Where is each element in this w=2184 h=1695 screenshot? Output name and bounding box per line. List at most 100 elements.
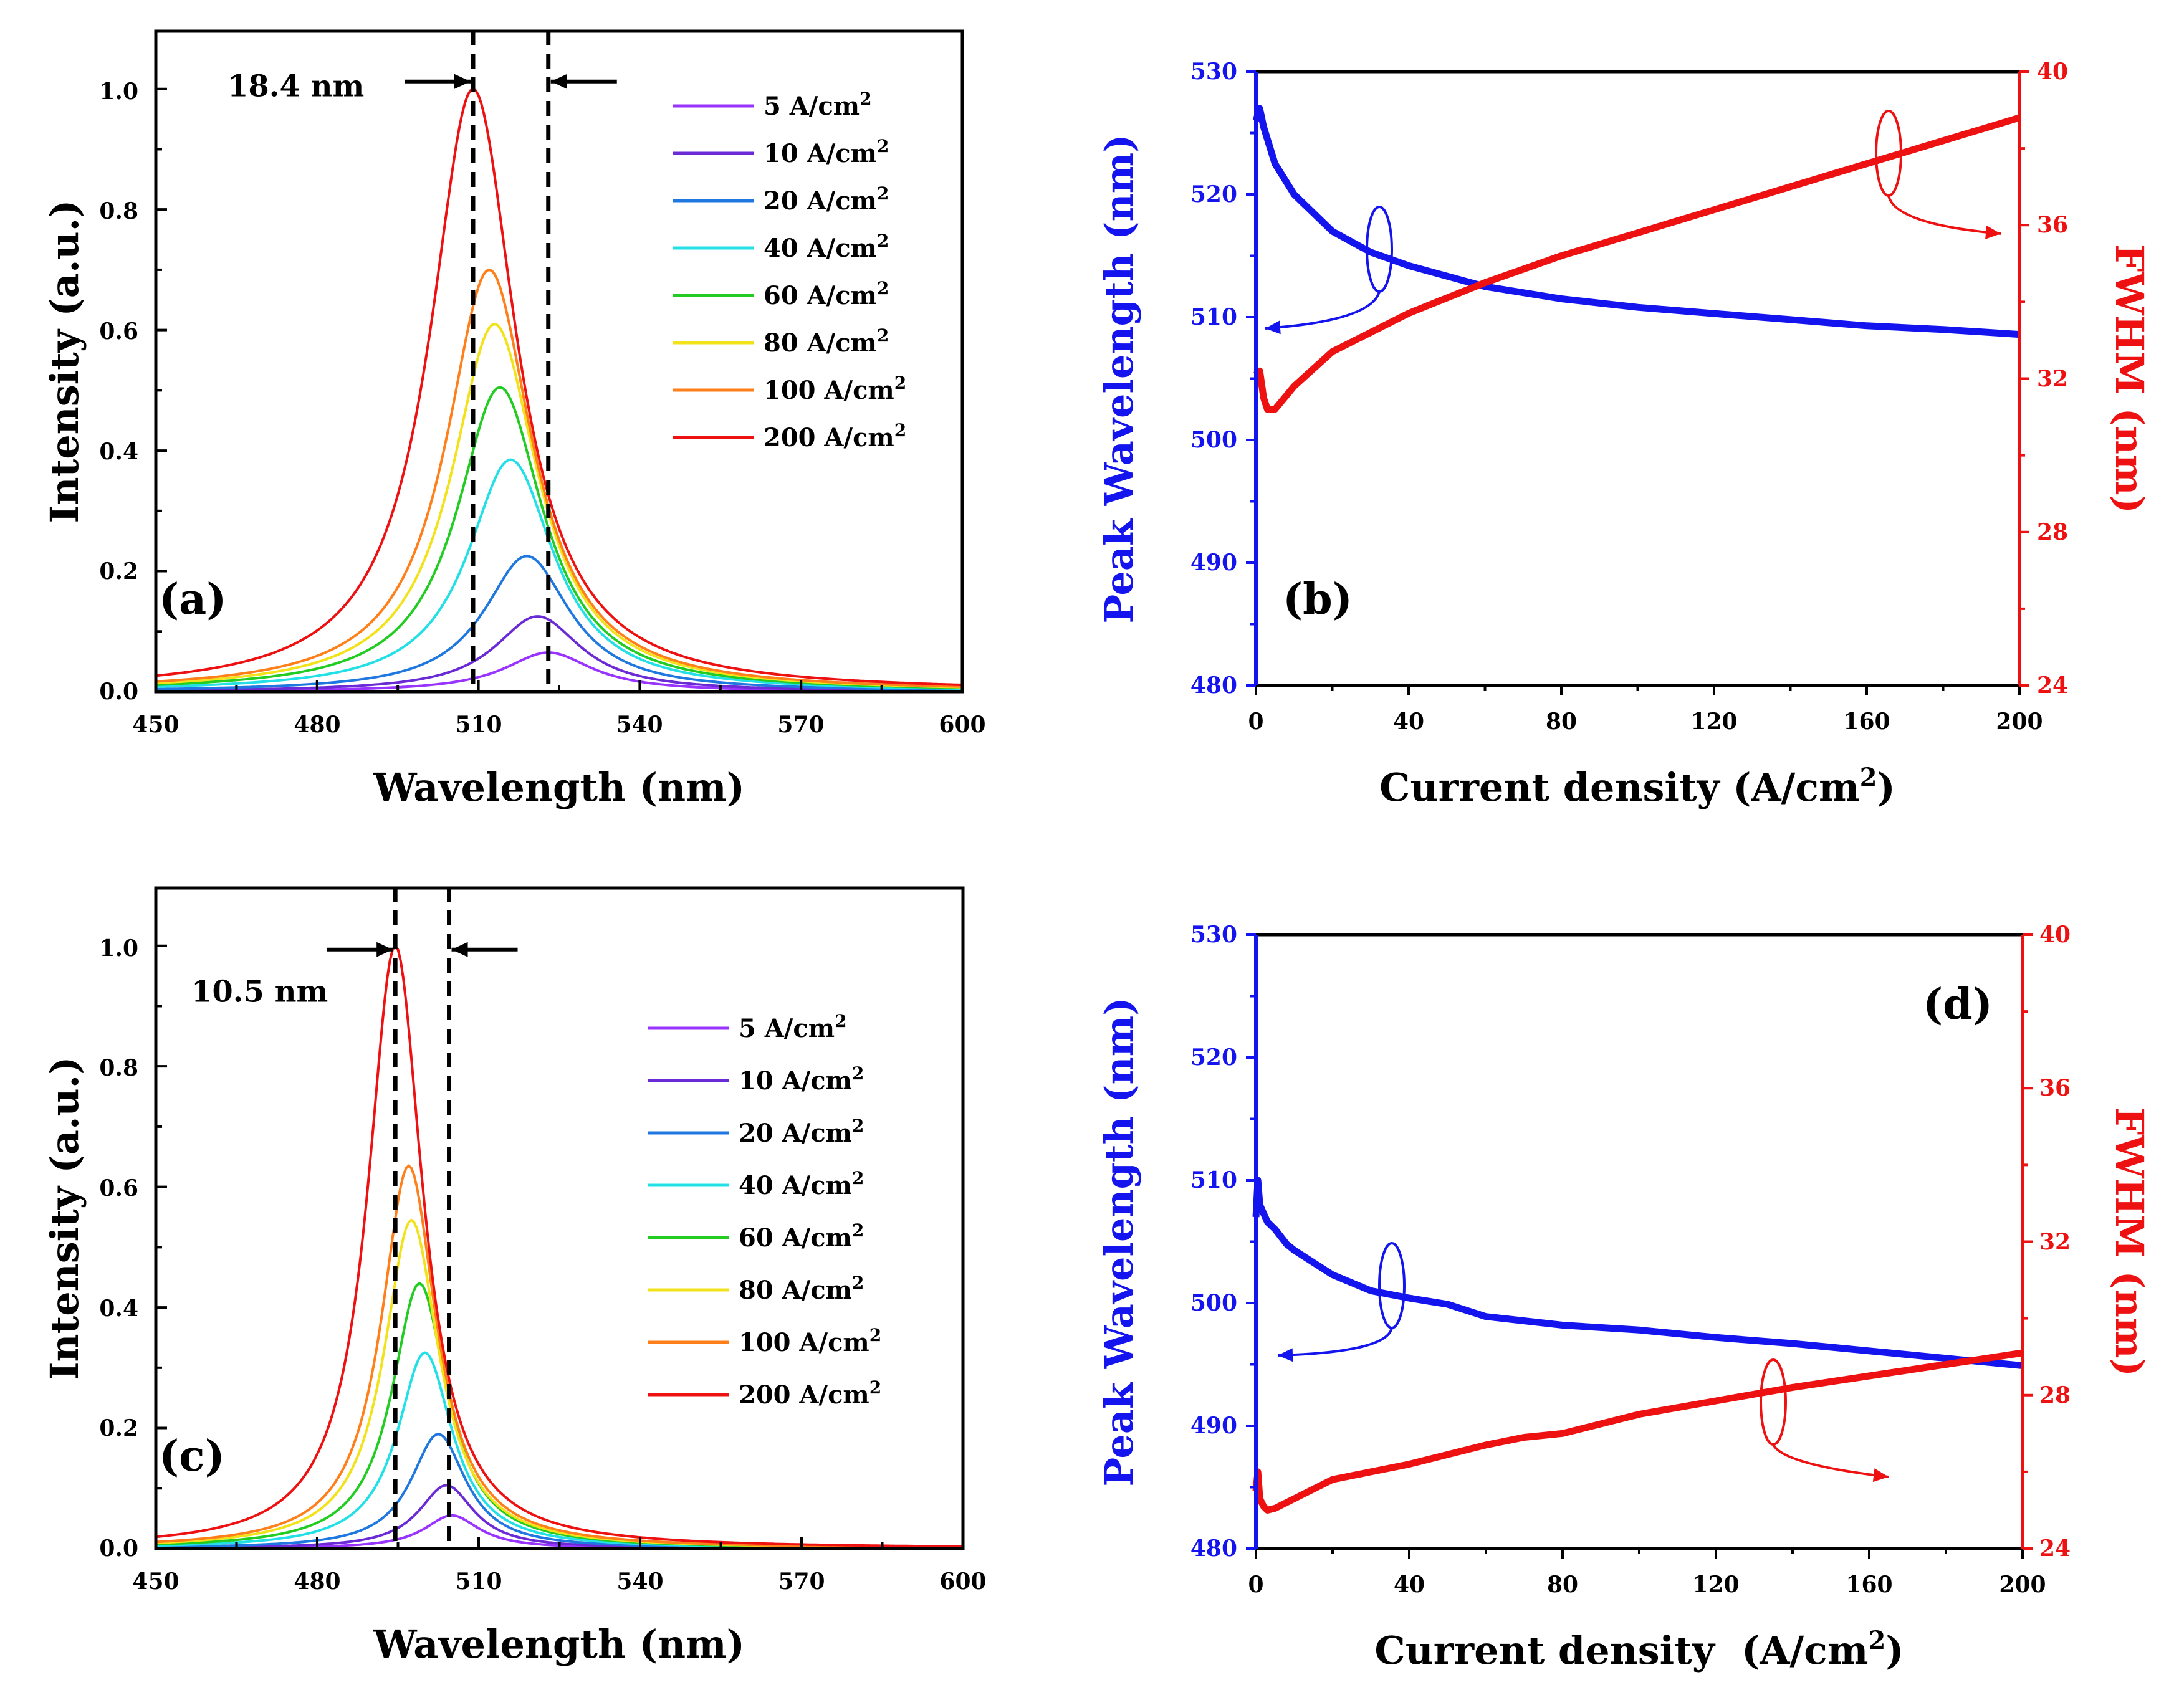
legend-label: 60 A/cm2 — [764, 278, 889, 310]
legend-label: 10 A/cm2 — [739, 1063, 864, 1096]
y-tick-label: 530 — [1190, 59, 1237, 85]
y-tick-label: 490 — [1190, 1413, 1237, 1439]
x-tick-label: 80 — [1547, 1572, 1578, 1598]
legend-label: 40 A/cm2 — [739, 1168, 864, 1200]
y-tick-label: 520 — [1190, 181, 1237, 208]
y2-tick-label: 24 — [2037, 672, 2068, 699]
y-tick-label: 0.4 — [99, 1296, 138, 1322]
series-indicator-ellipse — [1378, 1242, 1406, 1329]
legend-label: 10 A/cm2 — [764, 136, 889, 168]
y2-tick-label: 40 — [2037, 59, 2068, 85]
indicator-arrow — [1887, 195, 2001, 235]
x-tick-label: 160 — [1846, 1572, 1892, 1598]
series-line — [155, 1282, 963, 1549]
x-tick-label: 600 — [939, 1568, 986, 1595]
y-axis-label: Intensity (a.u.) — [42, 199, 87, 523]
arrow-head — [376, 942, 393, 957]
panel-label: (d) — [1923, 980, 1993, 1029]
x-axis-label: Current density (A/cm2) — [1379, 763, 1895, 810]
x-tick-label: 600 — [939, 712, 985, 738]
legend-label: 80 A/cm2 — [764, 325, 889, 358]
panel-c: 5 A/cm2 10 A/cm2 20 A/cm2 40 A/cm2 60 A/cm2 8… — [42, 886, 987, 1667]
legend-label: 20 A/cm2 — [739, 1115, 864, 1148]
y2-tick-label: 32 — [2037, 366, 2068, 392]
x-tick-label: 450 — [132, 712, 179, 738]
legend-label: 80 A/cm2 — [739, 1272, 864, 1305]
y-axis-label: Peak Wavelength (nm) — [1096, 134, 1142, 623]
x-tick-label: 200 — [1999, 1572, 2046, 1598]
panel-label: (c) — [159, 1431, 225, 1481]
x-tick-label: 570 — [777, 712, 824, 738]
series-line — [156, 555, 962, 691]
series-line — [155, 87, 963, 686]
legend-label: 5 A/cm2 — [739, 1011, 847, 1043]
x-tick-label: 480 — [294, 1568, 340, 1595]
peak-wavelength-line — [1252, 105, 2020, 338]
legend-label: 200 A/cm2 — [739, 1377, 881, 1410]
arrow-head — [1265, 320, 1281, 335]
y-tick-label: 0.4 — [99, 439, 138, 465]
x-tick-label: 480 — [294, 712, 340, 738]
y-tick-label: 0.8 — [99, 198, 138, 224]
fwhm-annotation: 10.5 nm — [191, 975, 328, 1010]
arrow-head — [1872, 1468, 1889, 1483]
y-tick-label: 510 — [1190, 1167, 1237, 1193]
series-line — [155, 615, 962, 692]
legend-label: 60 A/cm2 — [739, 1220, 864, 1253]
x-tick-label: 200 — [1996, 709, 2043, 735]
x-tick-label: 510 — [455, 712, 502, 738]
x-tick-label: 450 — [132, 1568, 179, 1595]
legend-label: 200 A/cm2 — [764, 420, 906, 452]
legend-label: 40 A/cm2 — [764, 231, 889, 263]
y-tick-label: 480 — [1190, 1535, 1237, 1562]
legend-label: 100 A/cm2 — [764, 373, 906, 405]
y-tick-label: 500 — [1190, 427, 1237, 453]
y-axis-label: Peak Wavelength (nm) — [1096, 997, 1142, 1486]
peak-wavelength-line — [1252, 1177, 2023, 1369]
indicator-arrow — [1772, 1443, 1889, 1478]
x-tick-label: 0 — [1248, 709, 1263, 735]
panel-a: 5 A/cm2 10 A/cm2 20 A/cm2 40 A/cm2 60 A/cm2 8… — [42, 29, 986, 810]
y2-axis-label: FWHM (nm) — [2107, 244, 2152, 513]
y2-tick-label: 28 — [2039, 1382, 2071, 1408]
series-indicator-ellipse — [1760, 1358, 1787, 1446]
legend-label: 100 A/cm2 — [739, 1325, 881, 1357]
y-tick-label: 0.6 — [99, 318, 138, 345]
y-tick-label: 0.0 — [99, 679, 138, 705]
y2-tick-label: 32 — [2039, 1229, 2071, 1255]
x-tick-label: 120 — [1690, 709, 1737, 735]
y2-tick-label: 24 — [2039, 1535, 2071, 1562]
series-line — [155, 268, 963, 688]
x-tick-label: 510 — [455, 1568, 502, 1595]
panel-b: 0 40 80 120 160 200 480 490 500 510 520 … — [1096, 59, 2152, 810]
legend-c: 5 A/cm2 10 A/cm2 20 A/cm2 40 A/cm2 60 A/cm2 8… — [648, 1011, 881, 1410]
x-tick-label: 540 — [616, 712, 663, 738]
fwhm-line — [1253, 114, 2021, 413]
y-tick-label: 500 — [1190, 1290, 1237, 1316]
y-tick-label: 510 — [1190, 304, 1237, 330]
plot-frame-a — [154, 29, 964, 694]
y2-tick-label: 36 — [2039, 1075, 2071, 1101]
y-tick-label: 0.2 — [99, 558, 138, 585]
series-line — [155, 458, 962, 690]
series-line — [155, 943, 963, 1548]
plot-frame-c — [154, 886, 965, 1550]
x-axis-label: Wavelength (nm) — [373, 765, 745, 810]
y2-tick-label: 28 — [2037, 519, 2068, 545]
panel-d: 0 40 80 120 160 200 480 490 500 510 520 … — [1096, 922, 2152, 1673]
fwhm-annotation: 18.4 nm — [228, 69, 364, 104]
y-tick-label: 530 — [1190, 922, 1237, 948]
x-axis-label: Wavelength (nm) — [373, 1621, 745, 1667]
arrow-head — [1278, 1348, 1293, 1362]
legend-a: 5 A/cm2 10 A/cm2 20 A/cm2 40 A/cm2 60 A/cm2 8… — [673, 88, 906, 452]
legend-label: 5 A/cm2 — [764, 88, 872, 121]
y-tick-label: 1.0 — [99, 79, 138, 105]
y2-axis-label: FWHM (nm) — [2107, 1107, 2152, 1377]
y-tick-label: 0.0 — [99, 1535, 138, 1562]
arrow-head — [550, 74, 567, 89]
x-tick-label: 570 — [778, 1568, 825, 1595]
y2-tick-label: 40 — [2039, 922, 2071, 948]
y-axis-label: Intensity (a.u.) — [42, 1056, 87, 1380]
x-tick-label: 40 — [1393, 709, 1424, 735]
